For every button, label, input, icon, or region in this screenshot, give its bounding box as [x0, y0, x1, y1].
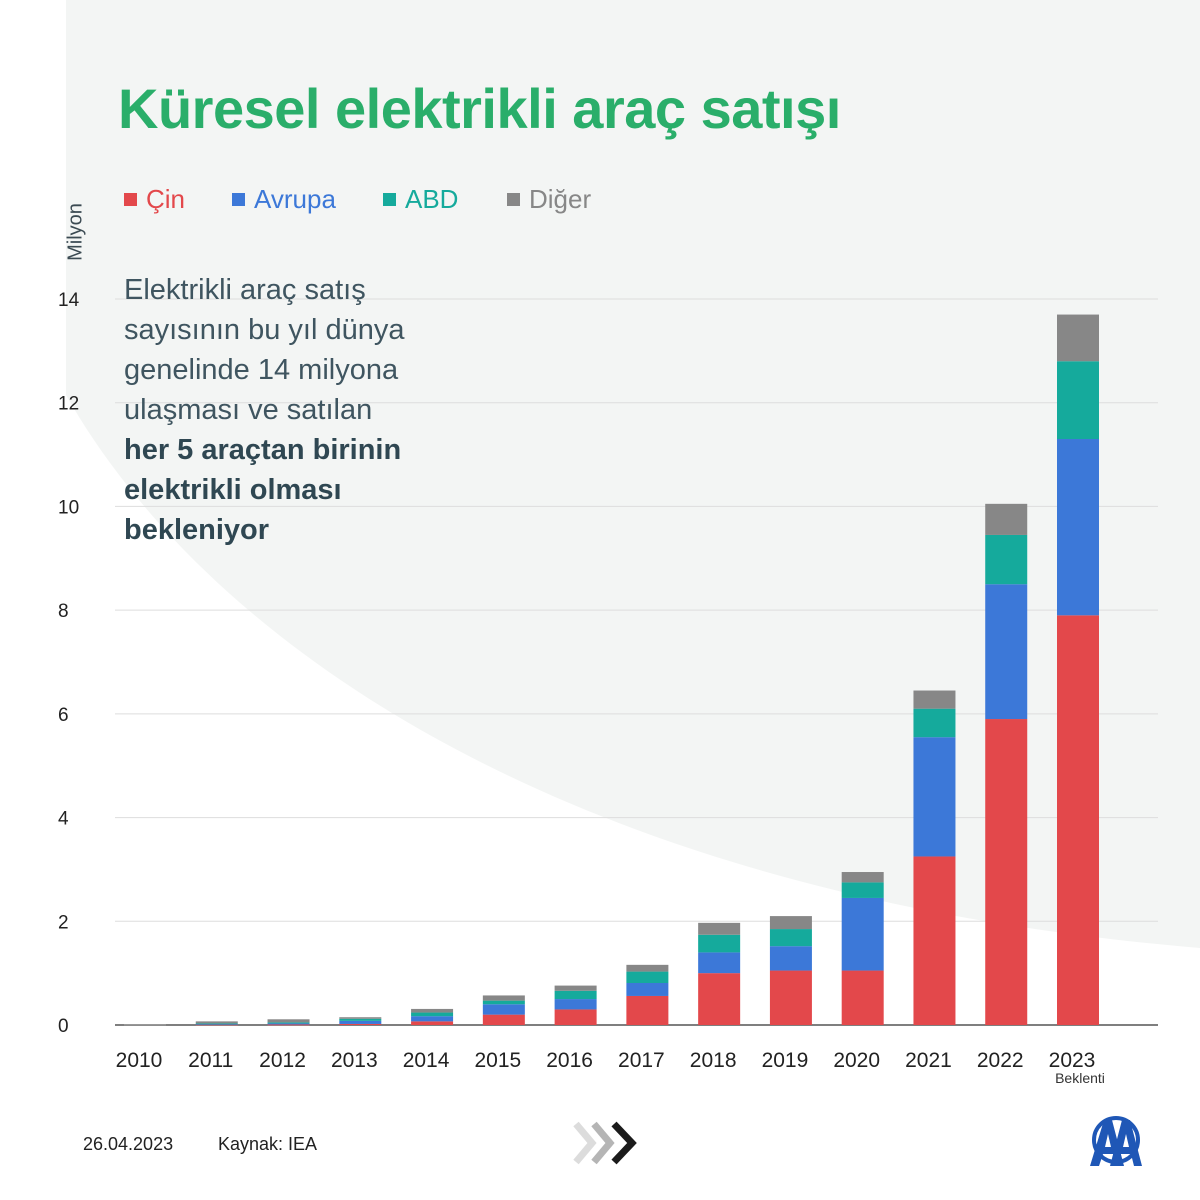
legend-label-avrupa: Avrupa [254, 184, 336, 214]
bar-segment [411, 1021, 454, 1025]
bar-segment [411, 1016, 454, 1022]
bar-segment [626, 971, 669, 983]
legend-item-abd: ABD [383, 184, 458, 215]
bar-segment [769, 916, 812, 930]
bar-segment [626, 982, 669, 996]
x-tick-label: 2018 [690, 1049, 737, 1072]
x-tick-label: 2017 [618, 1049, 665, 1072]
bar-segment [626, 995, 669, 1025]
bar-segment [554, 999, 597, 1010]
bar-segment [985, 503, 1028, 535]
legend-label-diger: Diğer [529, 184, 592, 214]
annotation-bold: her 5 araçtan birinin elektrikli olması … [124, 434, 402, 546]
bar-segment [698, 922, 741, 935]
bar-segment [267, 1023, 310, 1025]
bar-segment [195, 1024, 238, 1026]
bar-segment [482, 1004, 525, 1015]
bar-segment [769, 929, 812, 947]
legend-swatch-cin [124, 193, 137, 206]
aa-logo-icon [1090, 1116, 1142, 1166]
y-tick-label: 6 [58, 705, 69, 726]
bar-segment [195, 1023, 238, 1025]
bar-segment [195, 1021, 238, 1024]
bar-segment [913, 690, 956, 709]
bar-segment [554, 985, 597, 991]
legend-swatch-avrupa [232, 193, 245, 206]
bar-segment [1057, 361, 1099, 440]
bar-segment [1057, 314, 1099, 362]
bar-segment [841, 970, 884, 1025]
bar-segment [339, 1017, 382, 1019]
x-tick-label: 2013 [331, 1049, 378, 1072]
x-tick-label: 2022 [977, 1049, 1024, 1072]
bar-segment [698, 952, 741, 974]
y-tick-label: 0 [58, 1016, 69, 1037]
x-tick-label: 2021 [905, 1049, 952, 1072]
y-tick-label: 4 [58, 809, 69, 830]
footer-source: Kaynak: IEA [218, 1134, 318, 1154]
bar-segment [985, 534, 1028, 585]
bar-segment [985, 584, 1028, 720]
bar-segment [267, 1022, 310, 1024]
legend-item-diger: Diğer [507, 184, 591, 215]
bar-segment [339, 1018, 382, 1021]
y-tick-label: 14 [58, 290, 80, 311]
x-tick-label: 2012 [259, 1049, 306, 1072]
bar-segment [985, 719, 1028, 1025]
x-tick-label: 2011 [188, 1049, 233, 1072]
bar-segment [698, 934, 741, 953]
y-tick-label: 2 [58, 912, 69, 933]
legend-item-avrupa: Avrupa [232, 184, 336, 215]
bar-segment [554, 990, 597, 1000]
bar-segment [411, 1008, 454, 1013]
bar-segment [1057, 439, 1099, 616]
bar-segment [841, 872, 884, 883]
bar-segment [841, 882, 884, 898]
bar-segment [482, 995, 525, 1001]
x-tick-label: 2016 [546, 1049, 593, 1072]
x-tick-label: 2019 [762, 1049, 809, 1072]
x-tick-label: 2020 [833, 1049, 880, 1072]
bar-segment [411, 1012, 454, 1017]
bar-segment [698, 973, 741, 1025]
bar-segment [554, 1009, 597, 1025]
bar-segment [1057, 615, 1099, 1025]
bar-segment [124, 1024, 166, 1026]
bar-segment [769, 970, 812, 1025]
y-tick-label: 10 [58, 497, 79, 518]
bar-segment [267, 1019, 310, 1023]
x-tick-label: 2010 [116, 1049, 163, 1072]
x-tick-label: 2023 [1049, 1049, 1096, 1072]
y-tick-label: 8 [58, 601, 69, 622]
page-title: Küresel elektrikli araç satışı [118, 77, 841, 140]
legend-item-cin: Çin [124, 184, 185, 215]
annotation-regular: Elektrikli araç satış sayısının bu yıl d… [124, 274, 405, 426]
legend-swatch-diger [507, 193, 520, 206]
bar-segment [339, 1023, 382, 1025]
bar-segment [913, 856, 956, 1025]
bar-segment [195, 1023, 238, 1025]
x-tick-label: 2015 [474, 1049, 521, 1072]
footer-date: 26.04.2023 [83, 1134, 174, 1154]
legend-swatch-abd [383, 193, 396, 206]
legend-label-abd: ABD [405, 184, 459, 214]
bar-segment [267, 1024, 310, 1026]
bar-segment [482, 1014, 525, 1025]
bar-segment [769, 946, 812, 971]
y-tick-label: 12 [58, 394, 79, 415]
bar-segment [626, 964, 669, 972]
bar-segment [913, 708, 956, 738]
legend-label-cin: Çin [146, 184, 186, 214]
x-tick-label: 2014 [403, 1049, 450, 1072]
annotation-text: Elektrikli araç satış sayısının bu yıl d… [124, 270, 464, 550]
chevron-arrows-icon [573, 1121, 637, 1165]
bar-segment [841, 897, 884, 971]
x-tick-note: Beklenti [1055, 1070, 1105, 1086]
bar-segment [339, 1020, 382, 1024]
bar-segment [482, 1000, 525, 1005]
bar-segment [913, 737, 956, 857]
